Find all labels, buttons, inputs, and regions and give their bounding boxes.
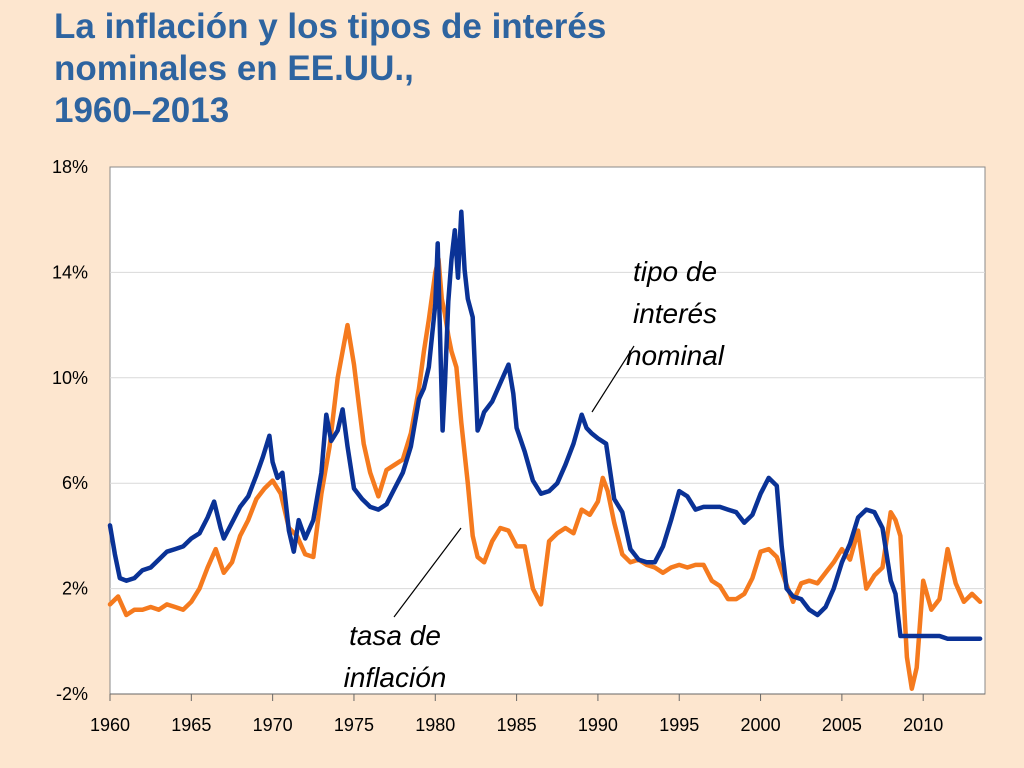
annotations: tipo de interés nominal tasa de inflación bbox=[344, 256, 725, 693]
annotation-leader-nominal bbox=[591, 345, 635, 413]
x-tick-label: 1985 bbox=[497, 715, 537, 735]
x-tick-label: 2005 bbox=[822, 715, 862, 735]
annotation-nominal-line: nominal bbox=[626, 340, 725, 371]
x-tick-label: 1970 bbox=[253, 715, 293, 735]
x-tick-label: 2010 bbox=[903, 715, 943, 735]
y-tick-label: 10% bbox=[52, 368, 88, 388]
title-line-1: La inflación y los tipos de interés bbox=[54, 7, 607, 46]
axes: -2% 2% 6% 10% 14% 18% 1960 1965 1970 1975 1980 1985… bbox=[52, 157, 985, 735]
gridlines bbox=[110, 271, 985, 590]
x-tick-label: 1995 bbox=[659, 715, 699, 735]
slide-title: La inflación y los tipos de interés nomi… bbox=[54, 6, 854, 132]
y-tick-label: 6% bbox=[62, 473, 88, 493]
series-inflation-line bbox=[107, 256, 983, 691]
title-line-3: 1960–2013 bbox=[54, 91, 230, 130]
annotation-leader-inflation bbox=[393, 527, 462, 618]
y-tick-label: 18% bbox=[52, 157, 88, 177]
x-tick-label: 1965 bbox=[171, 715, 211, 735]
y-tick-label: 2% bbox=[62, 579, 88, 599]
y-tick-label: -2% bbox=[56, 684, 88, 704]
x-tick-label: 1975 bbox=[334, 715, 374, 735]
x-tick-label: 1990 bbox=[578, 715, 618, 735]
annotation-nominal-line: interés bbox=[633, 298, 717, 329]
x-tick-label: 2000 bbox=[741, 715, 781, 735]
plot-area bbox=[109, 166, 986, 695]
x-tick-label: 1960 bbox=[90, 715, 130, 735]
annotation-inflation-line: tasa de bbox=[349, 620, 441, 651]
annotation-inflation-line: inflación bbox=[344, 662, 447, 693]
annotation-nominal-line: tipo de bbox=[633, 256, 717, 287]
x-tick-label: 1980 bbox=[415, 715, 455, 735]
series-lines bbox=[107, 209, 983, 691]
y-tick-label: 14% bbox=[52, 262, 88, 282]
title-line-2: nominales en EE.UU., bbox=[54, 49, 414, 88]
series-nominal-rate-line bbox=[107, 209, 983, 641]
